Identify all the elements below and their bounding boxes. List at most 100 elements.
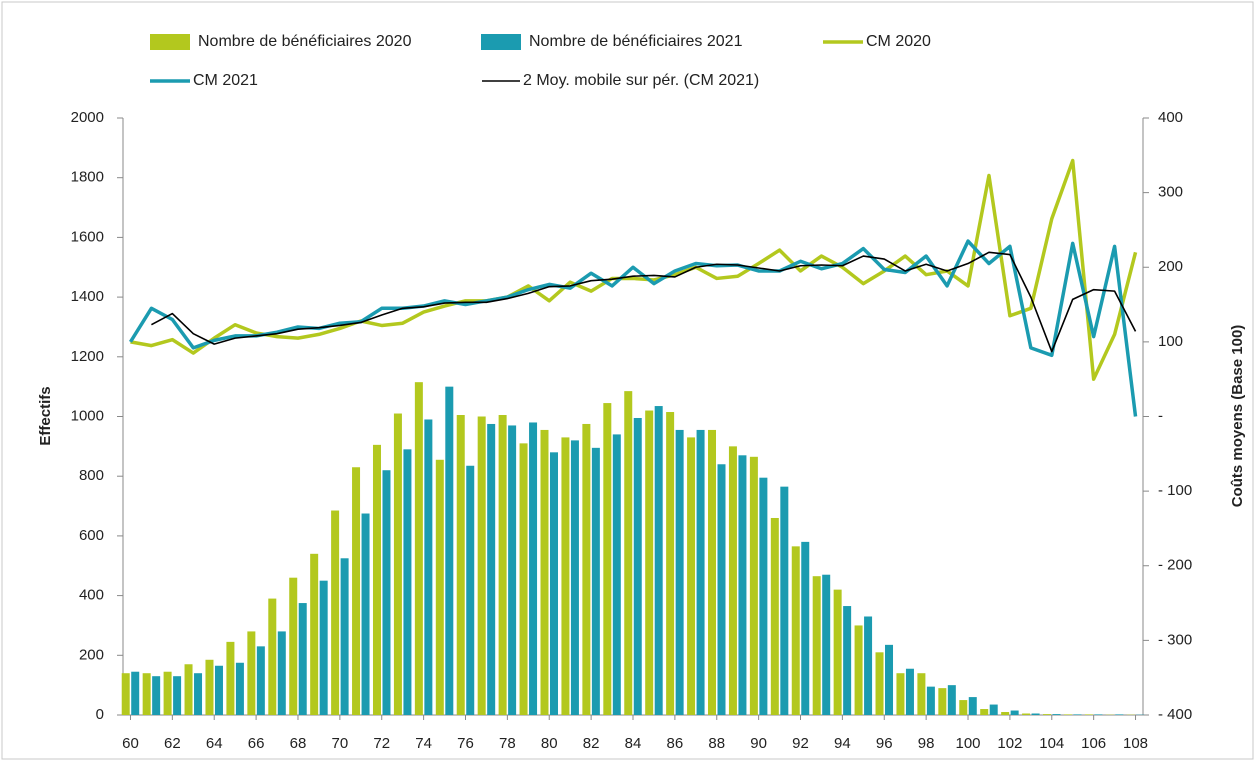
- bar: [906, 669, 914, 715]
- bar: [571, 440, 579, 715]
- x-tick-label: 108: [1123, 735, 1148, 752]
- bar: [164, 672, 172, 715]
- bar: [362, 514, 370, 715]
- bar: [729, 446, 737, 715]
- bar: [487, 424, 495, 715]
- y-tick-label: 1600: [71, 228, 104, 245]
- bar: [771, 518, 779, 715]
- bar: [885, 645, 893, 715]
- bar: [1094, 714, 1102, 715]
- bar: [185, 664, 193, 715]
- bar: [194, 673, 202, 715]
- y2-tick-label: 400: [1158, 109, 1183, 126]
- bar: [708, 430, 716, 715]
- bar: [1043, 714, 1051, 715]
- x-tick-label: 82: [583, 735, 600, 752]
- bar: [436, 460, 444, 715]
- bar: [666, 412, 674, 715]
- legend-swatch: [481, 34, 521, 50]
- x-tick-label: 74: [415, 735, 432, 752]
- y2-axis-title: Coûts moyens (Base 100): [1229, 325, 1246, 508]
- bar: [508, 425, 516, 715]
- x-tick-label: 86: [667, 735, 684, 752]
- y2-tick-label: - 100: [1158, 482, 1192, 499]
- bar: [143, 673, 151, 715]
- legend-label: Nombre de bénéficiaires 2020: [198, 33, 412, 50]
- bar: [1022, 714, 1030, 715]
- legend-label: 2 Moy. mobile sur pér. (CM 2021): [523, 72, 759, 89]
- x-tick-label: 66: [248, 735, 265, 752]
- bar: [634, 418, 642, 715]
- bar: [813, 576, 821, 715]
- bar: [917, 673, 925, 715]
- bar: [676, 430, 684, 715]
- y-tick-label: 1200: [71, 348, 104, 365]
- bar: [331, 511, 339, 715]
- y-tick-label: 1800: [71, 169, 104, 186]
- bar: [466, 466, 474, 715]
- bar: [834, 590, 842, 715]
- bar: [1001, 712, 1009, 715]
- bar: [520, 443, 528, 715]
- bar: [1011, 711, 1019, 715]
- bar: [938, 688, 946, 715]
- bar: [529, 422, 537, 715]
- bar: [718, 464, 726, 715]
- bar: [415, 382, 423, 715]
- bar: [603, 403, 611, 715]
- bar: [424, 419, 432, 715]
- bar: [478, 417, 486, 716]
- legend-swatch: [150, 34, 190, 50]
- bar: [843, 606, 851, 715]
- bar: [352, 467, 360, 715]
- x-tick-label: 98: [918, 735, 935, 752]
- bar: [457, 415, 465, 715]
- bar: [738, 455, 746, 715]
- y2-tick-label: - 300: [1158, 631, 1192, 648]
- bar: [310, 554, 318, 715]
- bar: [215, 666, 223, 715]
- bar: [697, 430, 705, 715]
- y-tick-label: 600: [79, 527, 104, 544]
- bar: [927, 687, 935, 715]
- bar: [1085, 714, 1093, 715]
- y-tick-label: 0: [96, 706, 104, 723]
- x-tick-label: 94: [834, 735, 851, 752]
- x-tick-label: 104: [1039, 735, 1064, 752]
- bar: [268, 599, 276, 715]
- bar: [855, 625, 863, 715]
- bar: [592, 448, 600, 715]
- x-tick-label: 62: [164, 735, 181, 752]
- bar: [792, 546, 800, 715]
- x-tick-label: 100: [956, 735, 981, 752]
- bar: [373, 445, 381, 715]
- bar: [750, 457, 758, 715]
- bar: [499, 415, 507, 715]
- bar: [582, 424, 590, 715]
- x-tick-label: 92: [792, 735, 809, 752]
- bar: [1073, 714, 1081, 715]
- x-tick-label: 80: [541, 735, 558, 752]
- y2-tick-label: 200: [1158, 258, 1183, 275]
- bar: [382, 470, 390, 715]
- bar: [624, 391, 632, 715]
- bar: [236, 663, 244, 715]
- bar: [289, 578, 297, 715]
- bar: [299, 603, 307, 715]
- bar: [561, 437, 569, 715]
- x-tick-label: 70: [332, 735, 349, 752]
- legend-label: Nombre de bénéficiaires 2021: [529, 33, 743, 50]
- bar: [948, 685, 956, 715]
- bar: [896, 673, 904, 715]
- x-tick-label: 102: [997, 735, 1022, 752]
- legend-label: CM 2021: [193, 72, 258, 89]
- legend-label: CM 2020: [866, 33, 931, 50]
- bar: [1053, 714, 1061, 715]
- y-tick-label: 200: [79, 646, 104, 663]
- bar: [613, 434, 621, 715]
- x-tick-label: 68: [290, 735, 307, 752]
- bar: [257, 646, 265, 715]
- y2-tick-label: - 400: [1158, 706, 1192, 723]
- x-tick-label: 60: [122, 735, 139, 752]
- bar: [687, 437, 695, 715]
